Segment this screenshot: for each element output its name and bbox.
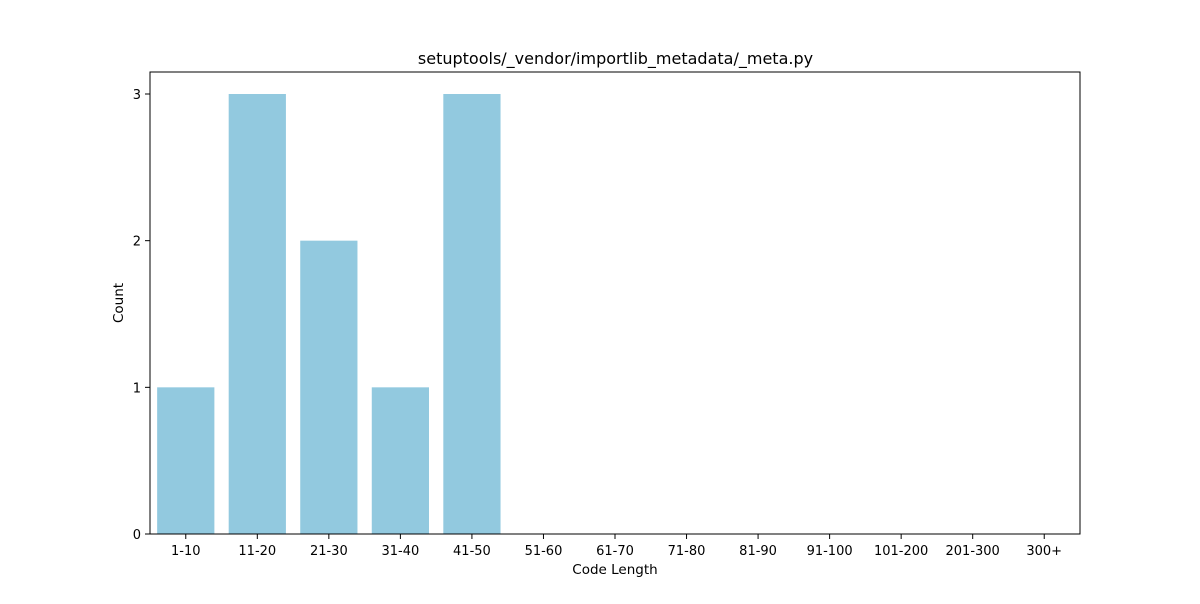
y-tick-label: 1 — [133, 381, 141, 396]
y-axis: 0 1 2 3 — [133, 88, 150, 543]
x-tick-label: 41-50 — [453, 544, 491, 559]
bars-group — [157, 94, 501, 535]
bar-11-20 — [228, 94, 286, 534]
x-tick-label: 201-300 — [946, 544, 1000, 559]
bar-21-30 — [300, 240, 358, 535]
x-axis: 1-10 11-20 21-30 31-40 41-50 51-60 61-70 71-80 8… — [171, 534, 1062, 559]
x-tick-label: 81-90 — [739, 544, 777, 559]
x-tick-label: 51-60 — [525, 544, 563, 559]
x-tick-label: 101-200 — [874, 544, 928, 559]
x-tick-label: 21-30 — [310, 544, 348, 559]
chart-title: setuptools/_vendor/importlib_metadata/_m… — [418, 49, 813, 69]
x-tick-label: 31-40 — [381, 544, 419, 559]
x-tick-label: 71-80 — [668, 544, 706, 559]
x-tick-label: 91-100 — [807, 544, 853, 559]
bar-31-40 — [371, 387, 429, 534]
bar-41-50 — [443, 94, 501, 534]
x-tick-label: 1-10 — [171, 544, 201, 559]
x-tick-label: 300+ — [1026, 544, 1062, 559]
bar-1-10 — [157, 387, 215, 534]
y-axis-label: Count — [111, 283, 127, 323]
x-axis-label: Code Length — [572, 562, 657, 578]
y-tick-label: 2 — [133, 235, 141, 250]
plot-frame — [149, 71, 1081, 535]
x-tick-label: 11-20 — [238, 544, 276, 559]
x-tick-label: 61-70 — [596, 544, 634, 559]
y-tick-label: 0 — [133, 528, 141, 543]
y-tick-label: 3 — [133, 88, 141, 103]
